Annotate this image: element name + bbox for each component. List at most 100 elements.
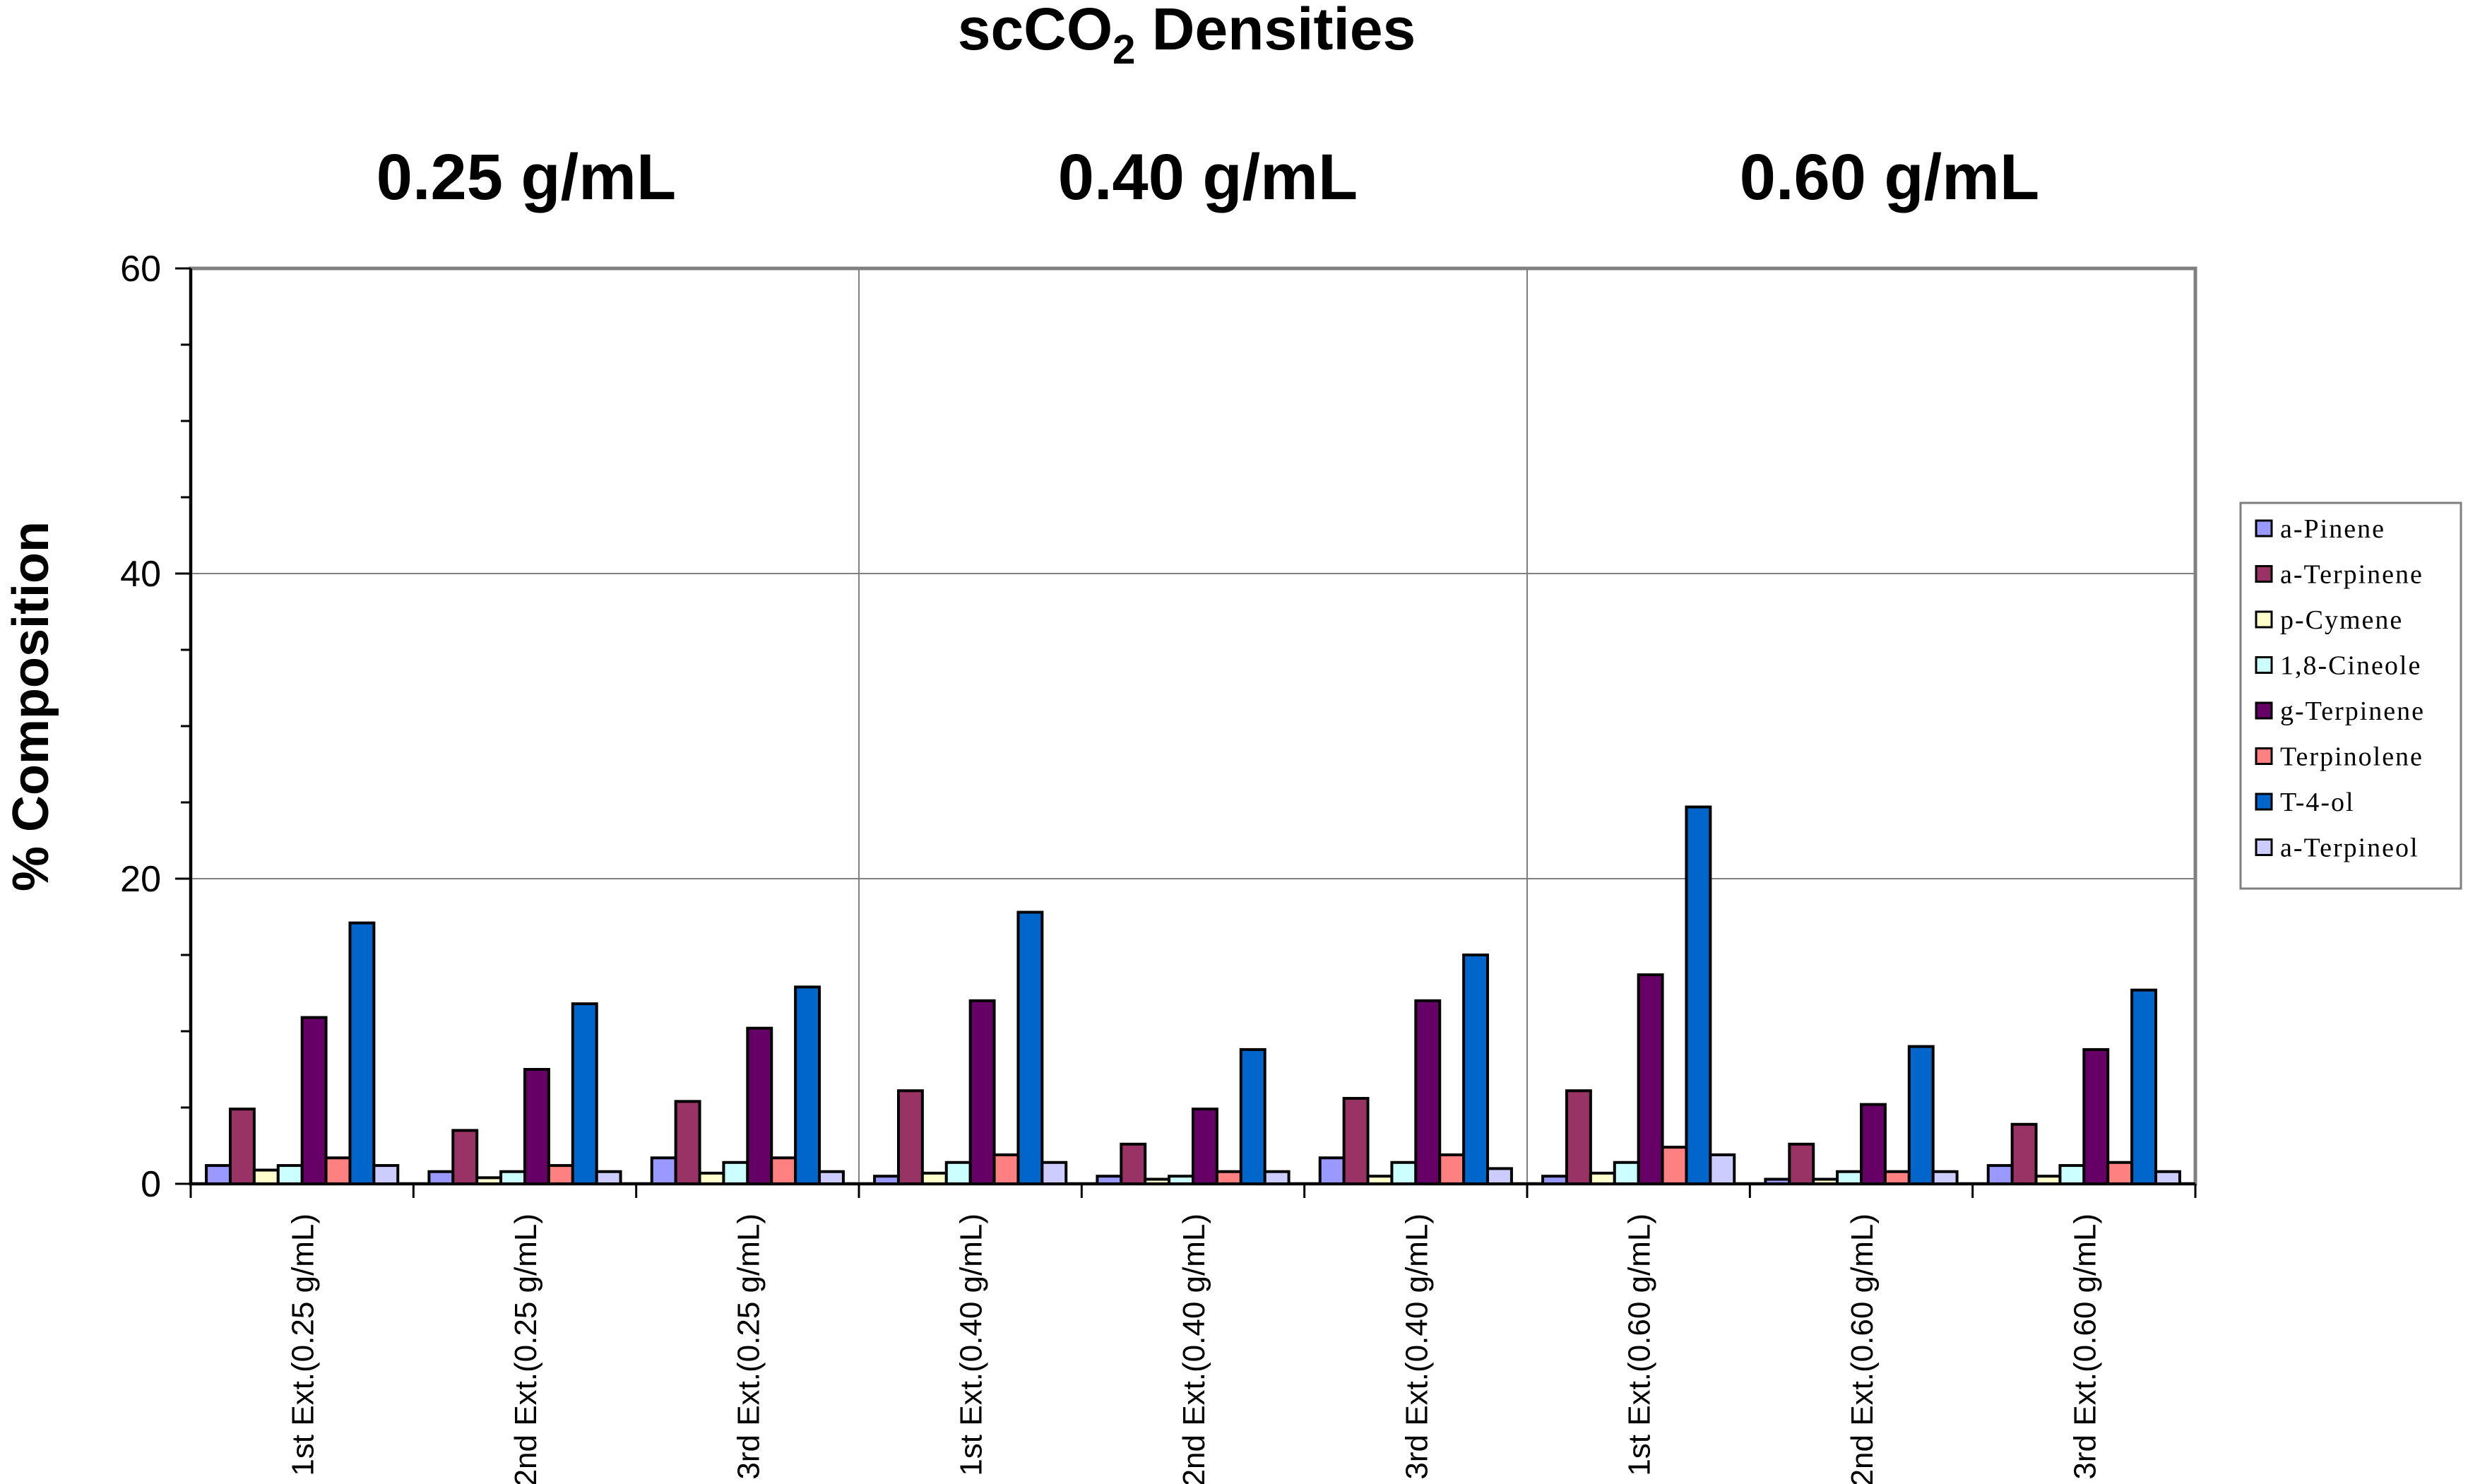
- bar-a-terpinene-7: [1565, 1089, 1592, 1185]
- bar-t-4-ol-5: [1239, 1047, 1266, 1186]
- bar-terpinolene-7: [1661, 1146, 1688, 1186]
- bar-p-cymene-1: [252, 1168, 280, 1186]
- legend-swatch: [2255, 838, 2273, 856]
- bar-g-terpinene-3: [746, 1026, 773, 1186]
- legend-swatch: [2255, 701, 2273, 720]
- legend-swatch: [2255, 747, 2273, 765]
- x-axis: 1st Ext.(0.25 g/mL) 2nd Ext.(0.25 g/mL) 3r…: [189, 1182, 2197, 1484]
- bar-a-terpineol-5: [1263, 1170, 1291, 1185]
- bar-a-terpinene-6: [1342, 1097, 1370, 1186]
- y-tick-label: 20: [120, 859, 161, 900]
- bar-a-terpineol-6: [1486, 1167, 1513, 1186]
- bar-g-terpinene-6: [1414, 999, 1442, 1186]
- bar-t-4-ol-4: [1016, 910, 1044, 1186]
- chart-title: scCO2 Densities: [958, 0, 1416, 73]
- bar-1-8-cineole-3: [722, 1161, 749, 1186]
- bar-a-terpineol-1: [372, 1164, 400, 1185]
- bar-g-terpinene-2: [523, 1068, 550, 1185]
- bar-g-terpinene-5: [1192, 1108, 1218, 1186]
- x-category-label: 2nd Ext.(0.60 g/mL): [1845, 1213, 1880, 1484]
- bar-t-4-ol-2: [571, 1002, 598, 1185]
- bar-a-pinene-9: [1986, 1164, 2014, 1185]
- bar-a-terpinene-2: [451, 1129, 479, 1186]
- y-tick-label: 40: [120, 554, 161, 595]
- y-axis-title: % Composition: [3, 521, 59, 891]
- bar-t-4-ol-6: [1462, 954, 1490, 1185]
- bar-g-terpinene-9: [2082, 1047, 2110, 1186]
- y-axis: 0 20 40 60: [120, 249, 192, 1205]
- bar-terpinolene-9: [2106, 1161, 2134, 1186]
- bar-a-terpineol-3: [818, 1170, 845, 1185]
- bar-a-pinene-1: [205, 1164, 232, 1185]
- bar-a-terpinene-1: [228, 1108, 256, 1186]
- bar-a-terpineol-8: [1931, 1170, 1959, 1185]
- panel-label-0-25: 0.25 g/mL: [376, 141, 676, 213]
- legend-entry: a-Terpineol: [2280, 833, 2419, 863]
- bar-terpinolene-1: [324, 1156, 352, 1186]
- panel-dividers: [858, 268, 1528, 1184]
- x-category-label: 1st Ext.(0.40 g/mL): [954, 1213, 989, 1476]
- bar-a-pinene-2: [427, 1170, 455, 1185]
- bar-1-8-cineole-8: [1836, 1170, 1863, 1185]
- legend-swatch: [2255, 793, 2273, 811]
- bar-g-terpinene-4: [968, 999, 996, 1186]
- x-category-label: 3rd Ext.(0.25 g/mL): [731, 1213, 766, 1480]
- x-category-label: 2nd Ext.(0.40 g/mL): [1177, 1213, 1211, 1484]
- panel-label-0-40: 0.40 g/mL: [1058, 141, 1358, 213]
- x-category-label: 2nd Ext.(0.25 g/mL): [509, 1213, 543, 1484]
- bar-a-terpineol-4: [1040, 1161, 1068, 1186]
- bar-terpinolene-4: [992, 1153, 1020, 1185]
- bar-a-terpinene-9: [2010, 1122, 2038, 1186]
- y-tick-label: 60: [120, 249, 161, 290]
- bars: [205, 805, 2181, 1186]
- bar-1-8-cineole-6: [1390, 1161, 1418, 1186]
- legend-entry: g-Terpinene: [2280, 696, 2425, 726]
- bar-1-8-cineole-7: [1613, 1161, 1640, 1186]
- x-category-label: 3rd Ext.(0.40 g/mL): [1399, 1213, 1434, 1480]
- legend-entry: 1,8-Cineole: [2280, 651, 2421, 681]
- bar-1-8-cineole-9: [2058, 1164, 2086, 1185]
- legend-swatch: [2255, 656, 2273, 674]
- x-category-label: 1st Ext.(0.60 g/mL): [1622, 1213, 1657, 1476]
- bar-a-terpineol-9: [2154, 1170, 2181, 1185]
- bar-1-8-cineole-1: [276, 1164, 304, 1185]
- bar-p-cymene-4: [920, 1171, 948, 1186]
- bar-t-4-ol-1: [348, 921, 376, 1185]
- bar-terpinolene-8: [1883, 1170, 1911, 1185]
- bar-a-terpinene-3: [674, 1100, 701, 1185]
- bar-t-4-ol-9: [2130, 988, 2158, 1186]
- legend-entry: a-Terpinene: [2280, 560, 2423, 590]
- bar-g-terpinene-1: [300, 1016, 328, 1186]
- legend-swatch: [2255, 565, 2273, 583]
- bar-a-pinene-3: [650, 1156, 677, 1186]
- bar-terpinolene-5: [1215, 1170, 1242, 1185]
- legend-entry: a-Pinene: [2280, 514, 2385, 544]
- bar-p-cymene-7: [1589, 1171, 1616, 1186]
- bar-t-4-ol-8: [1907, 1045, 1935, 1185]
- legend-box: [2239, 501, 2462, 890]
- bar-terpinolene-6: [1438, 1153, 1466, 1185]
- bar-terpinolene-3: [770, 1156, 797, 1186]
- bar-a-terpinene-5: [1120, 1142, 1147, 1185]
- legend: a-Pinene a-Terpinene p-Cymene 1,8-Cineole g-…: [2239, 501, 2462, 890]
- legend-entry: Terpinolene: [2280, 742, 2423, 772]
- legend-entry: T-4-ol: [2280, 788, 2355, 817]
- bar-a-pinene-6: [1318, 1156, 1346, 1186]
- bar-t-4-ol-3: [794, 985, 821, 1185]
- bar-t-4-ol-7: [1685, 805, 1712, 1185]
- legend-swatch: [2255, 610, 2273, 629]
- bar-a-terpineol-2: [595, 1170, 622, 1185]
- gridlines: [191, 573, 2195, 879]
- bar-a-terpineol-7: [1709, 1153, 1736, 1185]
- x-category-label: 1st Ext.(0.25 g/mL): [286, 1213, 321, 1476]
- bar-1-8-cineole-4: [944, 1161, 972, 1186]
- bar-1-8-cineole-2: [499, 1170, 527, 1185]
- bar-terpinolene-2: [547, 1164, 574, 1185]
- panel-label-0-60: 0.60 g/mL: [1740, 141, 2039, 213]
- x-category-label: 3rd Ext.(0.60 g/mL): [2067, 1213, 2102, 1480]
- bar-p-cymene-3: [698, 1171, 725, 1186]
- bar-a-terpinene-4: [896, 1089, 924, 1185]
- bar-g-terpinene-7: [1637, 973, 1664, 1185]
- bar-a-terpinene-8: [1788, 1142, 1815, 1185]
